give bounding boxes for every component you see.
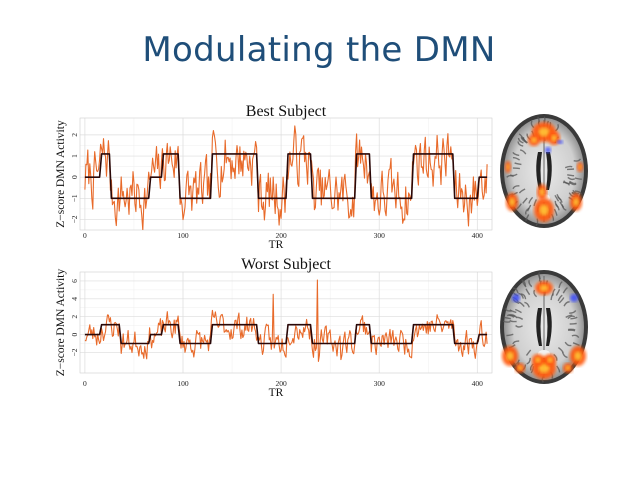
chart-panel-0: 0 100 200 300 400 −2 −1 0 1 2 Best Subject TR Z−scor…	[55, 103, 493, 251]
x-tick-label: 400	[472, 379, 484, 388]
y-tick-label: −2	[70, 348, 79, 356]
slide-title: Modulating the DMN	[142, 30, 496, 70]
y-tick-label: 2	[70, 315, 79, 319]
chart-title: Best Subject	[246, 103, 327, 120]
x-tick-label: 100	[177, 231, 189, 240]
x-tick-label: 200	[275, 231, 287, 240]
x-axis-label: TR	[269, 387, 284, 399]
y-axis-label: Z−score DMN Activity	[55, 269, 67, 377]
x-tick-label: 400	[472, 231, 484, 240]
x-tick-label: 300	[374, 379, 386, 388]
x-tick-label: 0	[83, 231, 87, 240]
plot-frame	[79, 271, 493, 374]
x-tick-label: 0	[83, 379, 87, 388]
y-tick-label: −2	[70, 215, 79, 223]
y-tick-label: −1	[70, 194, 79, 202]
chart-panel-1: 0 100 200 300 400 −2 0 2 4 6 Worst Subject TR Z−scor…	[55, 256, 493, 399]
series-line-task-model	[84, 153, 488, 200]
deactivation-blob	[545, 147, 551, 153]
y-tick-label: 0	[70, 332, 79, 336]
deactivation-blob	[557, 140, 563, 144]
deactivation-blob	[570, 294, 578, 302]
x-tick-label: 200	[275, 379, 287, 388]
x-axis-label: TR	[269, 239, 284, 251]
y-axis-label: Z−score DMN Activity	[55, 120, 67, 228]
brain-slice-image	[498, 112, 590, 230]
series-line-task-model	[84, 323, 488, 345]
plot-frame	[79, 117, 493, 231]
brain-slice-image	[498, 268, 590, 386]
series-line-dmn-activity	[84, 279, 488, 362]
chart-title: Worst Subject	[241, 256, 331, 273]
x-tick-label: 100	[177, 379, 189, 388]
deactivation-blob	[512, 294, 520, 302]
y-tick-label: 0	[70, 175, 79, 179]
y-tick-label: 2	[70, 133, 79, 137]
y-tick-label: 4	[70, 297, 79, 301]
x-tick-label: 300	[374, 231, 386, 240]
brain-map-best	[498, 112, 590, 230]
y-tick-label: 6	[70, 279, 79, 283]
y-tick-label: 1	[70, 154, 79, 158]
plot-background	[80, 272, 492, 373]
brain-map-worst	[498, 268, 590, 386]
